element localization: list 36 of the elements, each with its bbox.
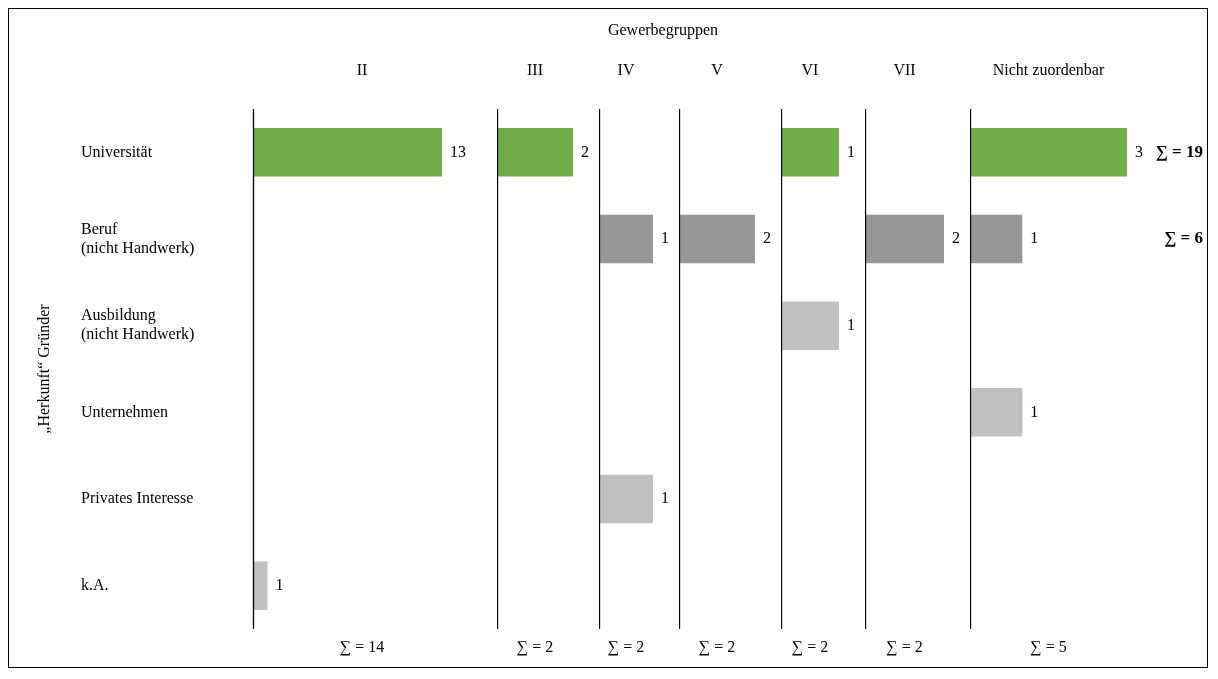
chart-title: II: [355, 61, 369, 80]
data-label: 1: [1030, 229, 1039, 247]
y-tick-label: Unternehmen: [81, 402, 169, 420]
y-tick-label: Privates Interesse: [81, 489, 194, 507]
chart-title: III: [526, 61, 544, 80]
y-tick-label: k.A.: [81, 575, 109, 593]
chart-title: VI: [800, 61, 820, 80]
text: ∑ = 2: [607, 638, 645, 656]
chart-title: IV: [616, 61, 636, 80]
text: ∑ = 2: [886, 638, 923, 656]
data-label: 13: [449, 142, 466, 160]
text: ∑ = 19: [1155, 141, 1203, 161]
text: ∑ = 2: [791, 638, 829, 656]
data-label: 1: [1030, 402, 1039, 420]
data-label: 2: [763, 229, 771, 247]
text: ∑ = 2: [516, 638, 554, 656]
data-label: 1: [847, 315, 855, 333]
data-label: 2: [952, 229, 960, 247]
data-label: 2: [581, 142, 589, 160]
data-label: 1: [661, 489, 669, 507]
text: ∑ = 2: [698, 638, 736, 656]
y-tick-label: Ausbildung (nicht Handwerk): [81, 306, 195, 344]
text: ∑ = 5: [1030, 638, 1067, 656]
chart-title: VII: [892, 61, 917, 80]
data-label: 1: [275, 575, 284, 593]
text: ∑ = 14: [339, 638, 385, 656]
chart-title: V: [710, 61, 724, 80]
y-axis-title: „Herkunft“ Gründer: [35, 304, 53, 434]
y-tick-label: Universität: [81, 142, 153, 160]
text: ∑ = 6: [1164, 228, 1203, 248]
chart-subtitle: Gewerbegruppen: [607, 21, 719, 39]
y-tick-label: Beruf (nicht Handwerk): [81, 219, 195, 257]
data-label: 1: [847, 142, 855, 160]
data-label: 3: [1135, 142, 1143, 160]
chart-title: Nicht zuordenbar: [991, 61, 1106, 80]
data-label: 1: [661, 229, 669, 247]
